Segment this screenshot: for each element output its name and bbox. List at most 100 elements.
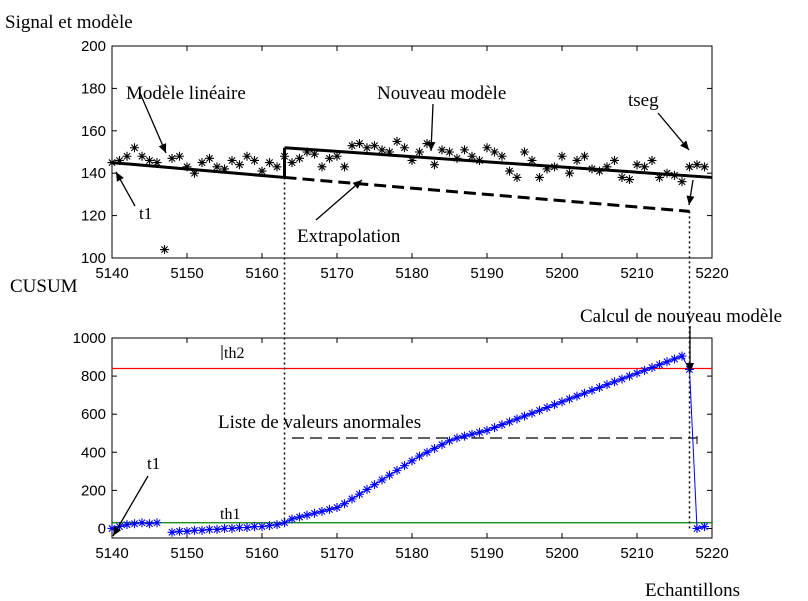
top-plot-area: 5140 5150 5160 5170 5180 5190 5200 5210 5220 100 1…	[81, 38, 729, 282]
arrow-calcul-head	[686, 363, 694, 372]
cusum-point	[527, 408, 537, 418]
signal-point	[542, 164, 552, 174]
cusum-point	[542, 403, 552, 413]
cusum-point	[550, 400, 559, 410]
cusum-point	[272, 520, 282, 530]
signal-point	[235, 160, 244, 170]
signal-point	[190, 168, 199, 178]
arrow-t1-bottom-head	[113, 526, 121, 536]
signal-point	[610, 155, 619, 165]
cusum-point	[392, 465, 402, 475]
signal-point	[677, 177, 687, 187]
cusum-point	[565, 394, 574, 404]
cusum-point	[452, 433, 462, 443]
signal-point	[175, 151, 184, 161]
signal-point	[257, 166, 267, 176]
cusum-point	[310, 508, 319, 518]
label-th2: th2	[224, 345, 244, 362]
cusum-point	[602, 380, 612, 390]
cusum-point	[212, 524, 222, 534]
signal-point	[557, 151, 567, 161]
cusum-point	[632, 368, 642, 378]
top-ytick-label: 160	[81, 123, 106, 140]
top-ytick-label: 140	[81, 165, 106, 182]
cusum-point	[115, 522, 124, 532]
cusum-point	[430, 443, 439, 453]
signal-point	[430, 160, 439, 170]
signal-point	[377, 145, 387, 155]
signal-point	[572, 155, 582, 165]
signal-point	[490, 147, 499, 157]
arrow-modele-lineaire-head	[158, 143, 167, 153]
cusum-point	[167, 527, 177, 537]
top-ytick-label: 120	[81, 208, 106, 225]
cusum-point	[370, 480, 379, 490]
signal-point	[302, 147, 312, 157]
cusum-point	[617, 374, 627, 384]
cusum-point	[355, 489, 364, 499]
cusum-point	[385, 470, 394, 480]
bottom-xtick-label: 5160	[245, 545, 278, 562]
signal-point	[400, 143, 409, 153]
cusum-point	[175, 526, 184, 536]
cusum-point	[677, 351, 687, 361]
label-liste-valeurs-anormales: Liste de valeurs anormales	[218, 412, 421, 433]
top-xtick-label: 5190	[470, 265, 503, 282]
cusum-point	[422, 447, 432, 457]
signal-point	[625, 175, 634, 185]
cusum-point	[647, 363, 657, 373]
signal-point	[415, 147, 424, 157]
cusum-point	[145, 519, 154, 529]
signal-point	[265, 158, 274, 168]
cusum-point	[362, 484, 372, 494]
cusum-point	[257, 522, 267, 532]
cusum-point	[437, 440, 447, 450]
cusum-point	[595, 383, 604, 393]
bottom-xtick-label: 5210	[620, 545, 653, 562]
cusum-point	[587, 385, 597, 395]
cusum-point	[445, 436, 454, 446]
cusum-point	[610, 377, 619, 387]
signal-point	[115, 155, 124, 165]
signal-point	[640, 162, 649, 172]
top-xtick-label: 5210	[620, 265, 653, 282]
signal-point	[467, 151, 477, 161]
bottom-chart-ylabel: CUSUM	[10, 276, 78, 297]
signal-point	[205, 153, 214, 163]
cusum-point	[205, 524, 214, 534]
signal-point	[512, 172, 522, 182]
bottom-xtick-label: 5220	[695, 545, 728, 562]
cusum-point	[670, 354, 679, 364]
cusum-point	[250, 522, 259, 532]
cusum-point	[280, 518, 289, 528]
arrow-extrap-end-head	[686, 195, 695, 205]
top-xtick-label: 5140	[95, 265, 128, 282]
signal-point	[310, 149, 319, 159]
cusum-point	[347, 494, 357, 504]
cusum-point	[655, 360, 664, 370]
signal-point	[197, 158, 207, 168]
cusum-point	[460, 431, 469, 441]
cusum-point	[415, 451, 424, 461]
cusum-point	[700, 522, 709, 532]
signal-point	[520, 147, 529, 157]
signal-point	[407, 155, 417, 165]
label-t1-top: t1	[139, 204, 152, 223]
cusum-point	[520, 411, 529, 421]
signal-point	[580, 151, 589, 161]
bottom-ytick-label: 0	[98, 520, 106, 537]
signal-point	[145, 155, 154, 165]
bottom-xtick-label: 5140	[95, 545, 128, 562]
top-xtick-label: 5180	[395, 265, 428, 282]
signal-point	[482, 143, 492, 153]
label-tseg: tseg	[628, 90, 659, 111]
cusum-point	[407, 456, 417, 466]
cusum-point	[325, 504, 334, 514]
cusum-point	[220, 523, 229, 533]
label-modele-lineaire: Modèle linéaire	[126, 83, 246, 104]
signal-point	[242, 151, 252, 161]
signal-point	[370, 141, 379, 151]
signal-point	[422, 139, 432, 149]
signal-point	[655, 172, 664, 182]
top-xtick-label: 5150	[170, 265, 203, 282]
